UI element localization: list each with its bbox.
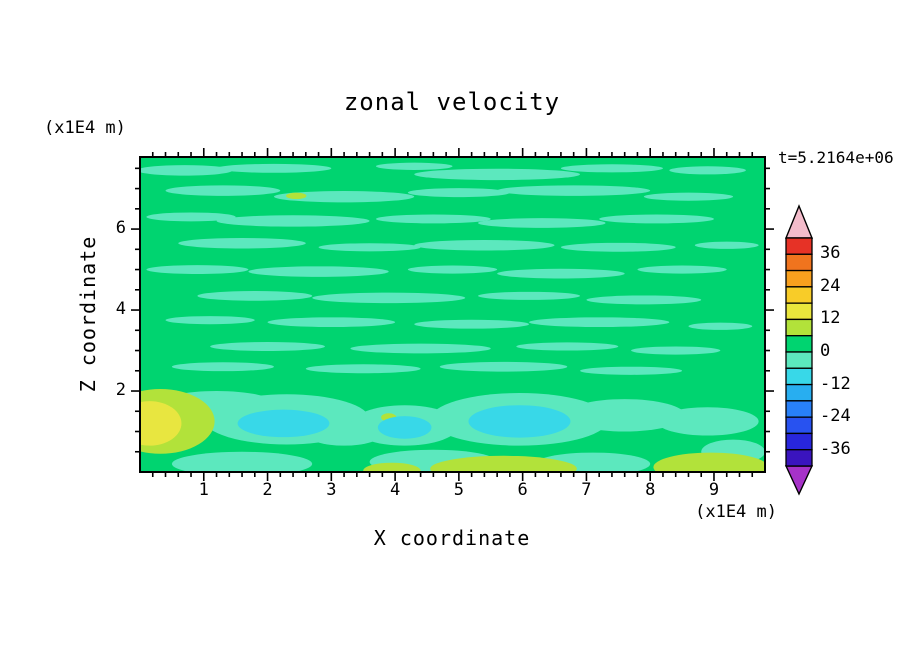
contour-region <box>273 191 415 203</box>
contour-region <box>305 364 421 374</box>
x-tick-label: 2 <box>262 480 273 500</box>
colorbar-segment <box>785 416 813 435</box>
contour-region <box>430 455 577 472</box>
contour-region <box>237 409 330 438</box>
colorbar-segment <box>785 253 813 272</box>
x-tick-label: 3 <box>326 480 337 500</box>
colorbar-segment <box>785 286 813 304</box>
colorbar-tick-label: 0 <box>820 341 831 361</box>
colorbar-arrow-top <box>784 204 814 239</box>
colorbar-tick-label: 36 <box>820 243 841 264</box>
contour-field <box>140 157 765 472</box>
contour-region <box>375 214 491 224</box>
contour-region <box>631 346 721 355</box>
z-tick-label: 4 <box>115 299 126 320</box>
contour-region <box>216 163 332 173</box>
contour-region <box>694 241 759 249</box>
x-tick-label: 6 <box>517 480 528 500</box>
colorbar-tick-label: 24 <box>820 275 841 296</box>
contour-region <box>669 166 746 175</box>
contour-region <box>140 401 182 446</box>
colorbar-segment <box>785 432 813 451</box>
contour-region <box>165 316 255 325</box>
contour-region <box>586 295 702 305</box>
chart-title: zonal velocity <box>343 88 561 116</box>
contour-region <box>140 165 233 176</box>
colorbar-segment <box>785 302 813 321</box>
colorbar-segment <box>785 269 813 288</box>
colorbar-segment <box>785 351 813 369</box>
colorbar-tick-label: -24 <box>820 406 851 427</box>
contour-region <box>688 322 753 330</box>
colorbar-segment <box>785 335 813 353</box>
contour-region <box>497 268 625 279</box>
contour-region <box>637 265 727 274</box>
colorbar-segment <box>785 449 813 467</box>
contour-region <box>656 407 759 436</box>
contour-region <box>478 218 606 228</box>
contour-region <box>643 192 734 201</box>
contour-region <box>210 342 325 351</box>
colorbar-segment <box>785 383 813 402</box>
contour-region <box>377 416 432 439</box>
contour-region <box>318 243 421 252</box>
contour-region <box>375 162 453 170</box>
contour-region <box>653 452 765 472</box>
contour-region <box>564 399 686 432</box>
contour-region <box>216 215 370 227</box>
contour-region <box>560 242 676 252</box>
contour-region <box>497 185 651 196</box>
contour-region <box>414 240 555 251</box>
colorbar-segment <box>785 367 813 386</box>
contour-region <box>171 451 313 472</box>
contour-region <box>197 291 313 301</box>
contour-region <box>171 362 274 372</box>
contour-region <box>599 214 714 224</box>
x-tick-label: 7 <box>581 480 592 500</box>
colorbar-tick-label: 12 <box>820 308 841 329</box>
contour-region <box>407 265 498 274</box>
contour-region <box>248 266 389 277</box>
contour-region <box>286 192 307 200</box>
axis-ticks <box>131 148 774 481</box>
x-tick-label: 5 <box>453 480 464 500</box>
contour-region <box>478 291 581 300</box>
contour-region <box>178 237 306 249</box>
contour-region <box>267 317 396 328</box>
contour-region <box>407 188 510 198</box>
colorbar-tick-label: -36 <box>820 438 851 459</box>
contour-region <box>414 319 530 329</box>
contour-region <box>516 342 619 351</box>
x-tick-label: 1 <box>198 480 209 500</box>
contour-region <box>363 462 421 472</box>
time-annotation: t=5.2164e+06 <box>778 148 894 167</box>
x-tick-label: 4 <box>389 480 401 500</box>
x-tick-label: 9 <box>708 480 720 500</box>
x-tick-label: 8 <box>645 480 656 500</box>
contour-region <box>146 212 236 222</box>
contour-region <box>165 185 281 196</box>
colorbar-segment <box>785 318 813 337</box>
colorbar-segment <box>785 400 813 418</box>
contour-region <box>560 164 663 173</box>
z-tick-label: 6 <box>115 218 126 239</box>
colorbar-arrow-bottom <box>784 465 814 496</box>
colorbar-tick-label: -12 <box>820 373 851 394</box>
contour-region <box>580 366 683 375</box>
contour-region <box>529 317 670 328</box>
contour-region <box>439 361 568 372</box>
contour-region <box>414 168 581 181</box>
contour-region <box>312 292 466 304</box>
contour-region <box>350 343 491 354</box>
contour-region <box>468 405 571 438</box>
colorbar-segment <box>785 237 813 255</box>
x-axis-title: X coordinate <box>373 526 531 550</box>
y-axis-unit-label: (x1E4 m) <box>44 118 126 138</box>
contour-region <box>146 265 249 275</box>
plot-frame <box>139 156 766 473</box>
z-tick-label: 2 <box>115 380 126 401</box>
x-axis-unit-label: (x1E4 m) <box>695 502 777 522</box>
